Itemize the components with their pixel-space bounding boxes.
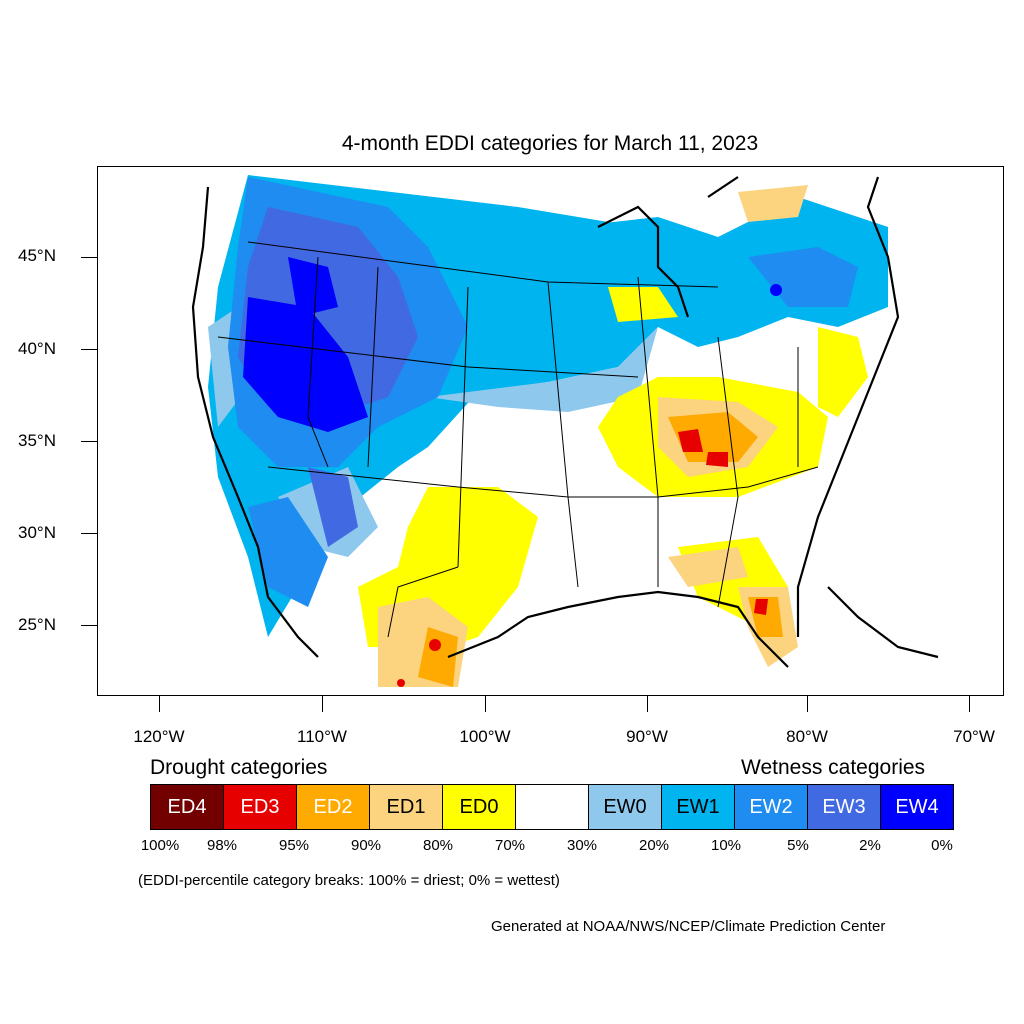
- wetness-categories-heading: Wetness categories: [741, 756, 926, 779]
- lat-tick: [81, 349, 97, 350]
- lon-label-80w: 80°W: [786, 727, 828, 746]
- lat-tick: [81, 625, 97, 626]
- ed3-florida: [754, 599, 768, 615]
- ed1-gulf: [668, 547, 748, 587]
- percentile-label: 90%: [350, 837, 382, 854]
- lat-label-45n: 45°N: [18, 246, 56, 265]
- ed3-mexico-spot-2: [397, 679, 405, 687]
- map-frame: [97, 166, 1004, 696]
- percentile-label: 20%: [638, 837, 670, 854]
- lon-label-120w: 120°W: [133, 727, 185, 746]
- legend-cell-ew4: EW4: [880, 784, 954, 830]
- ew4-maine-spot: [770, 284, 782, 296]
- ed1-quebec: [738, 185, 808, 222]
- drought-categories-heading: Drought categories: [150, 756, 328, 779]
- ed3-tennessee: [706, 452, 728, 467]
- lat-tick: [81, 257, 97, 258]
- lon-tick: [322, 696, 323, 712]
- lon-tick: [647, 696, 648, 712]
- ed3-kentucky: [678, 429, 703, 452]
- percentile-label: 10%: [710, 837, 742, 854]
- legend-cell-ed2: ED2: [296, 784, 370, 830]
- ew2-northeast-region: [748, 247, 858, 307]
- ew4-idaho: [288, 257, 338, 317]
- percentile-label: 2%: [859, 837, 881, 854]
- ed0-michigan: [608, 287, 678, 322]
- state-boundaries: [217, 241, 819, 638]
- lon-label-90w: 90°W: [626, 727, 668, 746]
- coastlines: [191, 176, 939, 668]
- map-title: 4-month EDDI categories for March 11, 20…: [341, 132, 759, 155]
- lon-tick: [485, 696, 486, 712]
- credit-line: Generated at NOAA/NWS/NCEP/Climate Predi…: [491, 918, 886, 935]
- legend-cell-ed4: ED4: [150, 784, 224, 830]
- legend-cell-ed0: ED0: [442, 784, 516, 830]
- ed0-east-coast: [818, 327, 868, 417]
- lon-label-70w: 70°W: [953, 727, 995, 746]
- legend-cell-ew2: EW2: [734, 784, 808, 830]
- ew3-southwest: [308, 467, 358, 547]
- legend-cell-ew1: EW1: [661, 784, 735, 830]
- lat-label-25n: 25°N: [18, 615, 56, 634]
- percentile-label: 0%: [931, 837, 953, 854]
- legend-cell-ew0: EW0: [588, 784, 662, 830]
- lon-label-110w: 110°W: [297, 727, 347, 746]
- legend-cell-ed3: ED3: [223, 784, 297, 830]
- percentile-label: 95%: [278, 837, 310, 854]
- lat-label-40n: 40°N: [18, 339, 56, 358]
- lon-tick: [159, 696, 160, 712]
- legend-cell-ew3: EW3: [807, 784, 881, 830]
- lat-tick: [81, 441, 97, 442]
- percentile-label: 80%: [422, 837, 454, 854]
- category-breaks-note: (EDDI-percentile category breaks: 100% =…: [138, 872, 560, 889]
- percentile-label: 70%: [494, 837, 526, 854]
- legend-color-bar: ED4 ED3 ED2 ED1 ED0 EW0 EW1 EW2 EW3 EW4: [150, 784, 954, 830]
- percentile-label: 30%: [566, 837, 598, 854]
- lon-tick: [807, 696, 808, 712]
- legend-cell-neutral: [515, 784, 589, 830]
- lat-label-30n: 30°N: [18, 523, 56, 542]
- ew4-great-basin: [243, 297, 368, 432]
- percentile-label: 100%: [140, 837, 180, 854]
- lat-tick: [81, 533, 97, 534]
- eddi-map: [191, 175, 939, 687]
- percentile-label: 5%: [787, 837, 809, 854]
- ed2-mexico: [418, 627, 458, 687]
- lat-label-35n: 35°N: [18, 431, 56, 450]
- lon-tick: [969, 696, 970, 712]
- ew0-plains-region: [428, 327, 658, 412]
- percentile-label: 98%: [206, 837, 238, 854]
- legend-cell-ed1: ED1: [369, 784, 443, 830]
- ed3-mexico-spot: [429, 639, 441, 651]
- ew2-california-strip: [248, 497, 328, 607]
- lon-label-100w: 100°W: [459, 727, 511, 746]
